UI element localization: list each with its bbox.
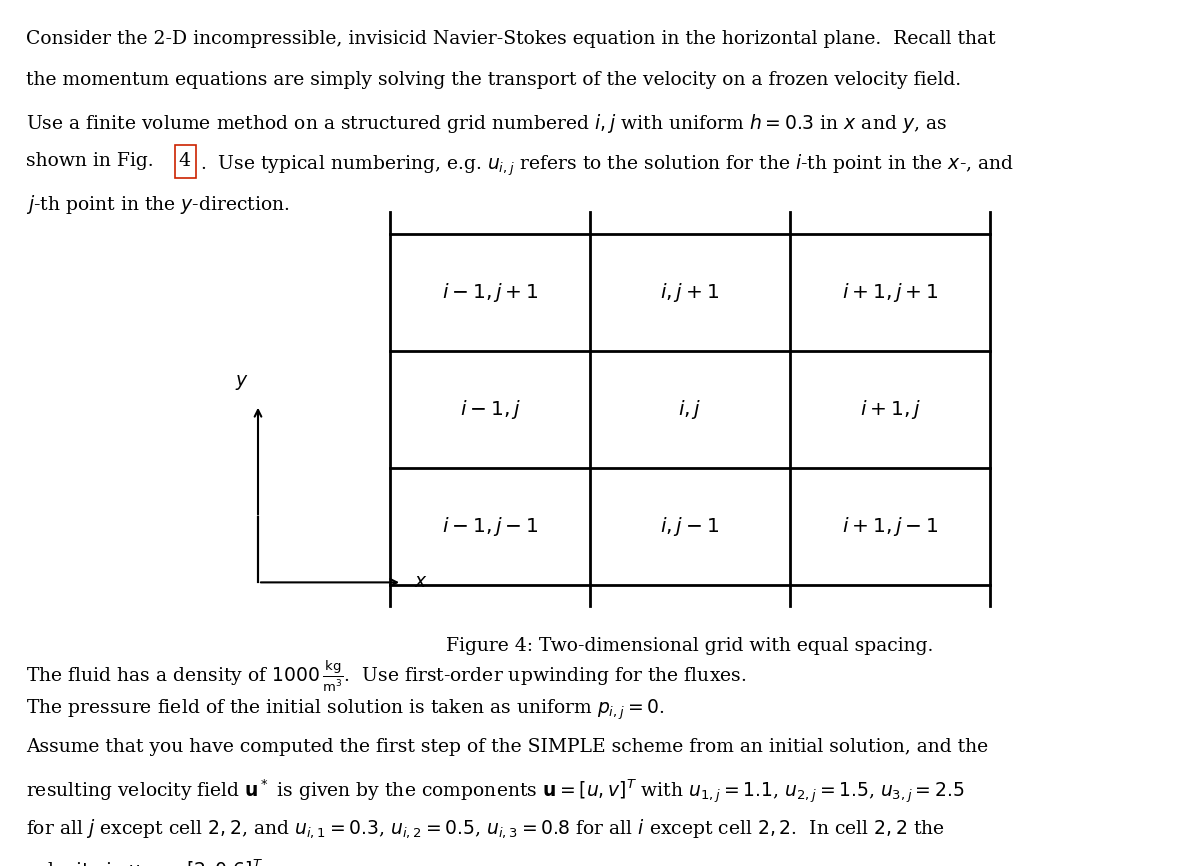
Text: the momentum equations are simply solving the transport of the velocity on a fro: the momentum equations are simply solvin… (26, 71, 961, 89)
Text: .  Use typical numbering, e.g. $u_{i,j}$ refers to the solution for the $i$-th p: . Use typical numbering, e.g. $u_{i,j}$ … (199, 152, 1014, 178)
Text: $y$: $y$ (235, 373, 248, 391)
Text: Assume that you have computed the first step of the SIMPLE scheme from an initia: Assume that you have computed the first … (26, 738, 989, 756)
Text: Use a finite volume method on a structured grid numbered $i, j$ with uniform $h : Use a finite volume method on a structur… (26, 112, 948, 135)
Text: shown in Fig.: shown in Fig. (26, 152, 160, 171)
Text: Figure 4: Two-dimensional grid with equal spacing.: Figure 4: Two-dimensional grid with equa… (446, 637, 934, 655)
Text: $i-1,j+1$: $i-1,j+1$ (442, 281, 539, 304)
Text: $i+1,j$: $i+1,j$ (859, 397, 920, 421)
Text: resulting velocity field $\mathbf{u}^*$ is given by the components $\mathbf{u} =: resulting velocity field $\mathbf{u}^*$ … (26, 778, 965, 805)
Text: $i-1,j-1$: $i-1,j-1$ (442, 514, 539, 538)
Text: The fluid has a density of $1000\,\frac{\mathrm{kg}}{\mathrm{m}^3}$.  Use first-: The fluid has a density of $1000\,\frac{… (26, 658, 746, 694)
Text: $i,j-1$: $i,j-1$ (660, 514, 720, 538)
Text: for all $j$ except cell $2, 2$, and $u_{i,1} = 0.3$, $u_{i,2} = 0.5$, $u_{i,3} =: for all $j$ except cell $2, 2$, and $u_{… (26, 818, 946, 840)
Text: Consider the 2-D incompressible, invisicid Navier-Stokes equation in the horizon: Consider the 2-D incompressible, invisic… (26, 30, 996, 48)
Text: $i,j$: $i,j$ (678, 397, 702, 421)
Text: velocity is $u_{2,2} = [2, 0.6]^T$.: velocity is $u_{2,2} = [2, 0.6]^T$. (26, 857, 268, 866)
Text: $i,j+1$: $i,j+1$ (660, 281, 720, 304)
Text: $j$-th point in the $y$-direction.: $j$-th point in the $y$-direction. (26, 193, 290, 216)
Text: 4: 4 (178, 152, 190, 171)
Text: $i+1,j+1$: $i+1,j+1$ (841, 281, 938, 304)
Text: $i-1,j$: $i-1,j$ (460, 397, 521, 421)
Text: $x$: $x$ (414, 573, 427, 591)
Text: $i+1,j-1$: $i+1,j-1$ (841, 514, 938, 538)
Text: The pressure field of the initial solution is taken as uniform $p_{i,j} = 0$.: The pressure field of the initial soluti… (26, 698, 665, 722)
